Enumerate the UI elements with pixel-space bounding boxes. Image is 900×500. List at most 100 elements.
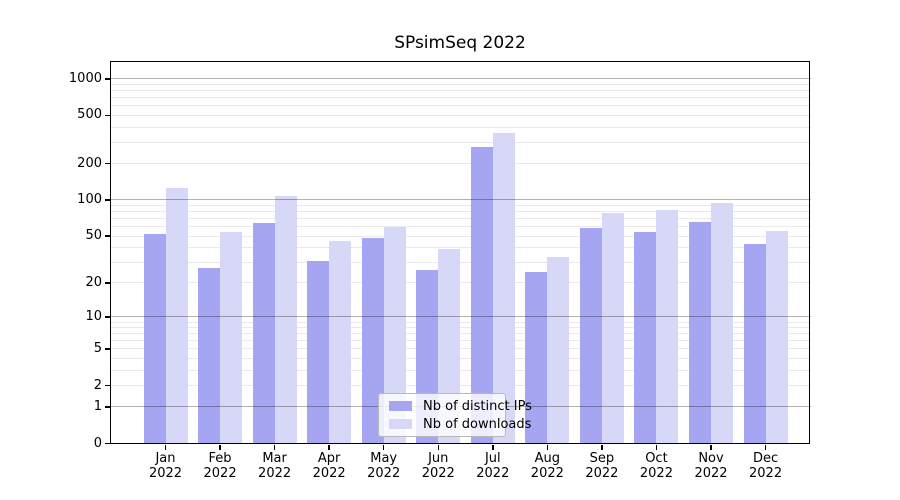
x-tick-mark: [273, 444, 276, 450]
x-tick-mark: [437, 444, 439, 450]
gridline-minor: [110, 348, 811, 350]
gridline-minor: [110, 141, 811, 143]
gridline-minor: [110, 261, 811, 263]
y-tick-mark: [104, 162, 111, 165]
gridline-minor: [110, 126, 811, 128]
bar-downloads: [765, 231, 788, 444]
legend-swatch-downloads: [389, 419, 412, 429]
x-tick-month: Aug: [534, 451, 561, 466]
gridline-minor: [110, 226, 811, 228]
y-tick-label: 1000: [68, 70, 102, 86]
x-tick-month: Dec: [752, 451, 779, 466]
gridline-major: [110, 316, 811, 318]
x-tick-year: 2022: [312, 466, 346, 481]
gridline-minor: [110, 84, 811, 85]
bar-downloads: [383, 227, 406, 444]
chart-title: SPsimSeq 2022: [394, 33, 526, 53]
bar-downloads: [492, 132, 515, 444]
y-tick-mark: [104, 114, 111, 117]
y-tick-label: 5: [93, 340, 102, 356]
gridline-minor: [110, 358, 811, 360]
x-tick-year: 2022: [148, 466, 183, 481]
y-tick-label: 50: [85, 228, 102, 244]
bar-distinct-ips: [470, 147, 493, 444]
bar-downloads: [711, 202, 733, 444]
x-tick-label: Jun 2022: [408, 451, 468, 481]
bar-downloads: [274, 195, 297, 444]
bar-distinct-ips: [361, 238, 384, 444]
gridline-minor: [110, 282, 811, 284]
x-tick-year: 2022: [639, 466, 673, 481]
x-tick-month: Oct: [645, 451, 668, 466]
x-tick-mark: [710, 444, 712, 450]
gridline-major: [110, 78, 811, 80]
gridline-major: [110, 199, 811, 201]
gridline-minor: [110, 385, 811, 387]
legend: Nb of distinct IPs Nb of downloads: [378, 393, 532, 437]
x-tick-year: 2022: [258, 466, 292, 481]
x-tick-year: 2022: [203, 466, 237, 481]
x-tick-month: Feb: [208, 451, 232, 466]
gridline-minor: [110, 327, 811, 329]
gridline-minor: [110, 218, 811, 220]
x-tick-label: Oct 2022: [626, 451, 686, 481]
x-tick-month: Jan: [155, 451, 176, 466]
x-tick-month: Jul: [484, 451, 501, 466]
x-tick-year: 2022: [530, 466, 564, 481]
x-tick-mark: [219, 444, 221, 450]
y-tick-label: 1: [93, 398, 102, 414]
bar-distinct-ips: [634, 232, 657, 444]
x-tick-mark: [764, 444, 767, 450]
gridline-minor: [110, 235, 811, 237]
y-tick-mark: [104, 282, 111, 284]
gridline-minor: [110, 90, 811, 92]
y-tick-mark: [104, 78, 111, 80]
y-tick-mark: [104, 316, 111, 318]
legend-swatch-distinct-ips: [389, 401, 412, 411]
y-tick-label: 20: [85, 274, 102, 290]
y-tick-label: 500: [77, 107, 102, 123]
y-tick-label: 0: [93, 435, 102, 451]
x-tick-month: Jun: [428, 451, 449, 466]
y-tick-label: 200: [77, 155, 102, 171]
bar-downloads: [220, 232, 243, 444]
y-tick-mark: [104, 199, 111, 201]
x-tick-mark: [492, 444, 494, 450]
x-tick-label: Jan 2022: [136, 451, 196, 481]
gridline-minor: [110, 211, 811, 213]
gridline-minor: [110, 340, 811, 342]
bar-downloads: [656, 210, 679, 444]
gridline-minor: [110, 105, 811, 107]
gridline-minor: [110, 204, 811, 206]
x-tick-year: 2022: [367, 466, 401, 481]
bar-downloads: [329, 241, 352, 444]
y-tick-label: 2: [93, 377, 102, 393]
gridline-minor: [110, 97, 811, 99]
x-tick-label: Nov 2022: [681, 451, 741, 481]
y-tick-label: 100: [77, 191, 102, 207]
x-tick-label: Dec 2022: [736, 451, 796, 481]
bar-distinct-ips: [689, 222, 711, 444]
x-tick-month: Mar: [262, 451, 287, 466]
bar-distinct-ips: [743, 243, 766, 444]
x-tick-label: Sep 2022: [572, 451, 632, 481]
x-tick-year: 2022: [749, 466, 783, 481]
bar-downloads: [165, 187, 188, 444]
x-tick-year: 2022: [476, 466, 510, 481]
gridline-minor: [110, 369, 811, 371]
x-tick-month: May: [370, 451, 398, 466]
gridline-minor: [110, 333, 811, 335]
gridline-minor: [110, 321, 811, 323]
x-tick-year: 2022: [694, 466, 728, 481]
x-tick-mark: [601, 444, 603, 450]
x-tick-month: Nov: [698, 451, 724, 466]
y-tick-mark: [104, 384, 111, 387]
x-tick-mark: [546, 444, 549, 450]
gridline-minor: [110, 114, 811, 116]
y-tick-mark: [104, 442, 111, 445]
y-tick-mark: [104, 406, 111, 408]
bar-distinct-ips: [307, 260, 330, 444]
legend-label-downloads: Nb of downloads: [423, 416, 532, 432]
bar-distinct-ips: [579, 228, 602, 444]
gridline-minor: [110, 247, 811, 249]
